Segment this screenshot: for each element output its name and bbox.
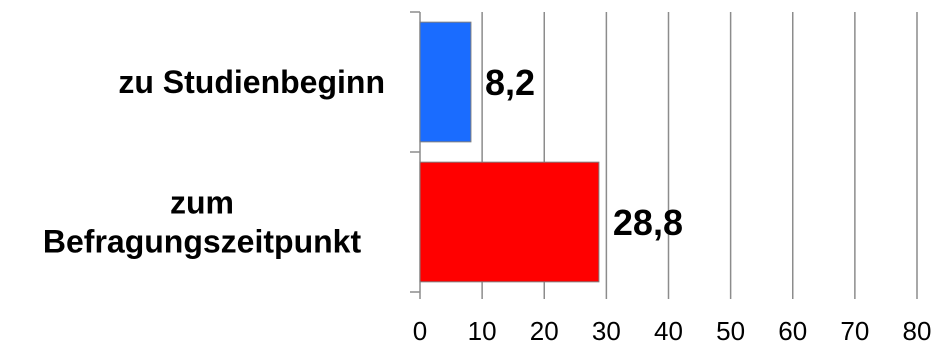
gridlines <box>481 12 918 292</box>
x-tick-label: 20 <box>530 316 559 345</box>
labels: 0 10 20 30 40 50 60 70 80 8,2 zu Studienbeginn 28,8… <box>43 62 932 345</box>
category-label: zu Studienbeginn <box>118 64 385 100</box>
category-label: Befragungszeitpunkt <box>43 224 362 260</box>
x-tick-label: 10 <box>468 316 497 345</box>
data-label: 28,8 <box>613 202 683 243</box>
category-label: zum <box>170 185 234 221</box>
bars <box>419 21 600 283</box>
x-tick-label: 70 <box>840 316 869 345</box>
data-label: 8,2 <box>485 62 535 103</box>
x-tick-label: 80 <box>903 316 932 345</box>
x-tick-label: 30 <box>592 316 621 345</box>
bar-0 <box>419 21 472 143</box>
x-tick-label: 60 <box>778 316 807 345</box>
bar-1 <box>419 161 600 283</box>
x-tick-label: 50 <box>716 316 745 345</box>
x-tick-label: 0 <box>413 316 427 345</box>
x-tick-label: 40 <box>654 316 683 345</box>
